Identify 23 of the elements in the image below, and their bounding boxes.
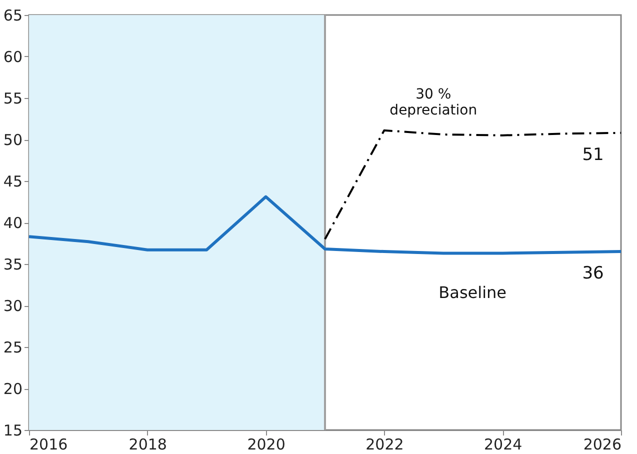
series-label: 30 % depreciation — [390, 86, 478, 119]
y-tick-label: 65 — [3, 6, 22, 24]
y-tick-label: 50 — [3, 131, 22, 149]
y-tick-label: 45 — [3, 172, 22, 190]
y-tick-label: 25 — [3, 338, 22, 356]
line-series — [28, 195, 622, 255]
x-tick-label: 2022 — [366, 436, 404, 454]
x-tick-label: 2020 — [247, 436, 286, 454]
x-tick-label: 2026 — [583, 436, 622, 454]
y-tick-label: 35 — [3, 256, 22, 274]
x-tick-label: 2024 — [484, 436, 522, 454]
y-tick-label: 60 — [3, 48, 22, 66]
x-tick-label: 2016 — [30, 436, 68, 454]
y-tick-label: 20 — [3, 380, 22, 398]
line-series — [324, 129, 622, 240]
y-tick-label: 15 — [3, 422, 22, 440]
y-tick-label: 55 — [3, 90, 22, 108]
data-label: 51 — [582, 144, 604, 165]
y-tick-label: 40 — [3, 214, 22, 232]
x-tick-label: 2018 — [128, 436, 167, 454]
y-tick-label: 30 — [3, 297, 22, 315]
series-label: Baseline — [438, 283, 507, 302]
data-label: 36 — [582, 264, 604, 284]
